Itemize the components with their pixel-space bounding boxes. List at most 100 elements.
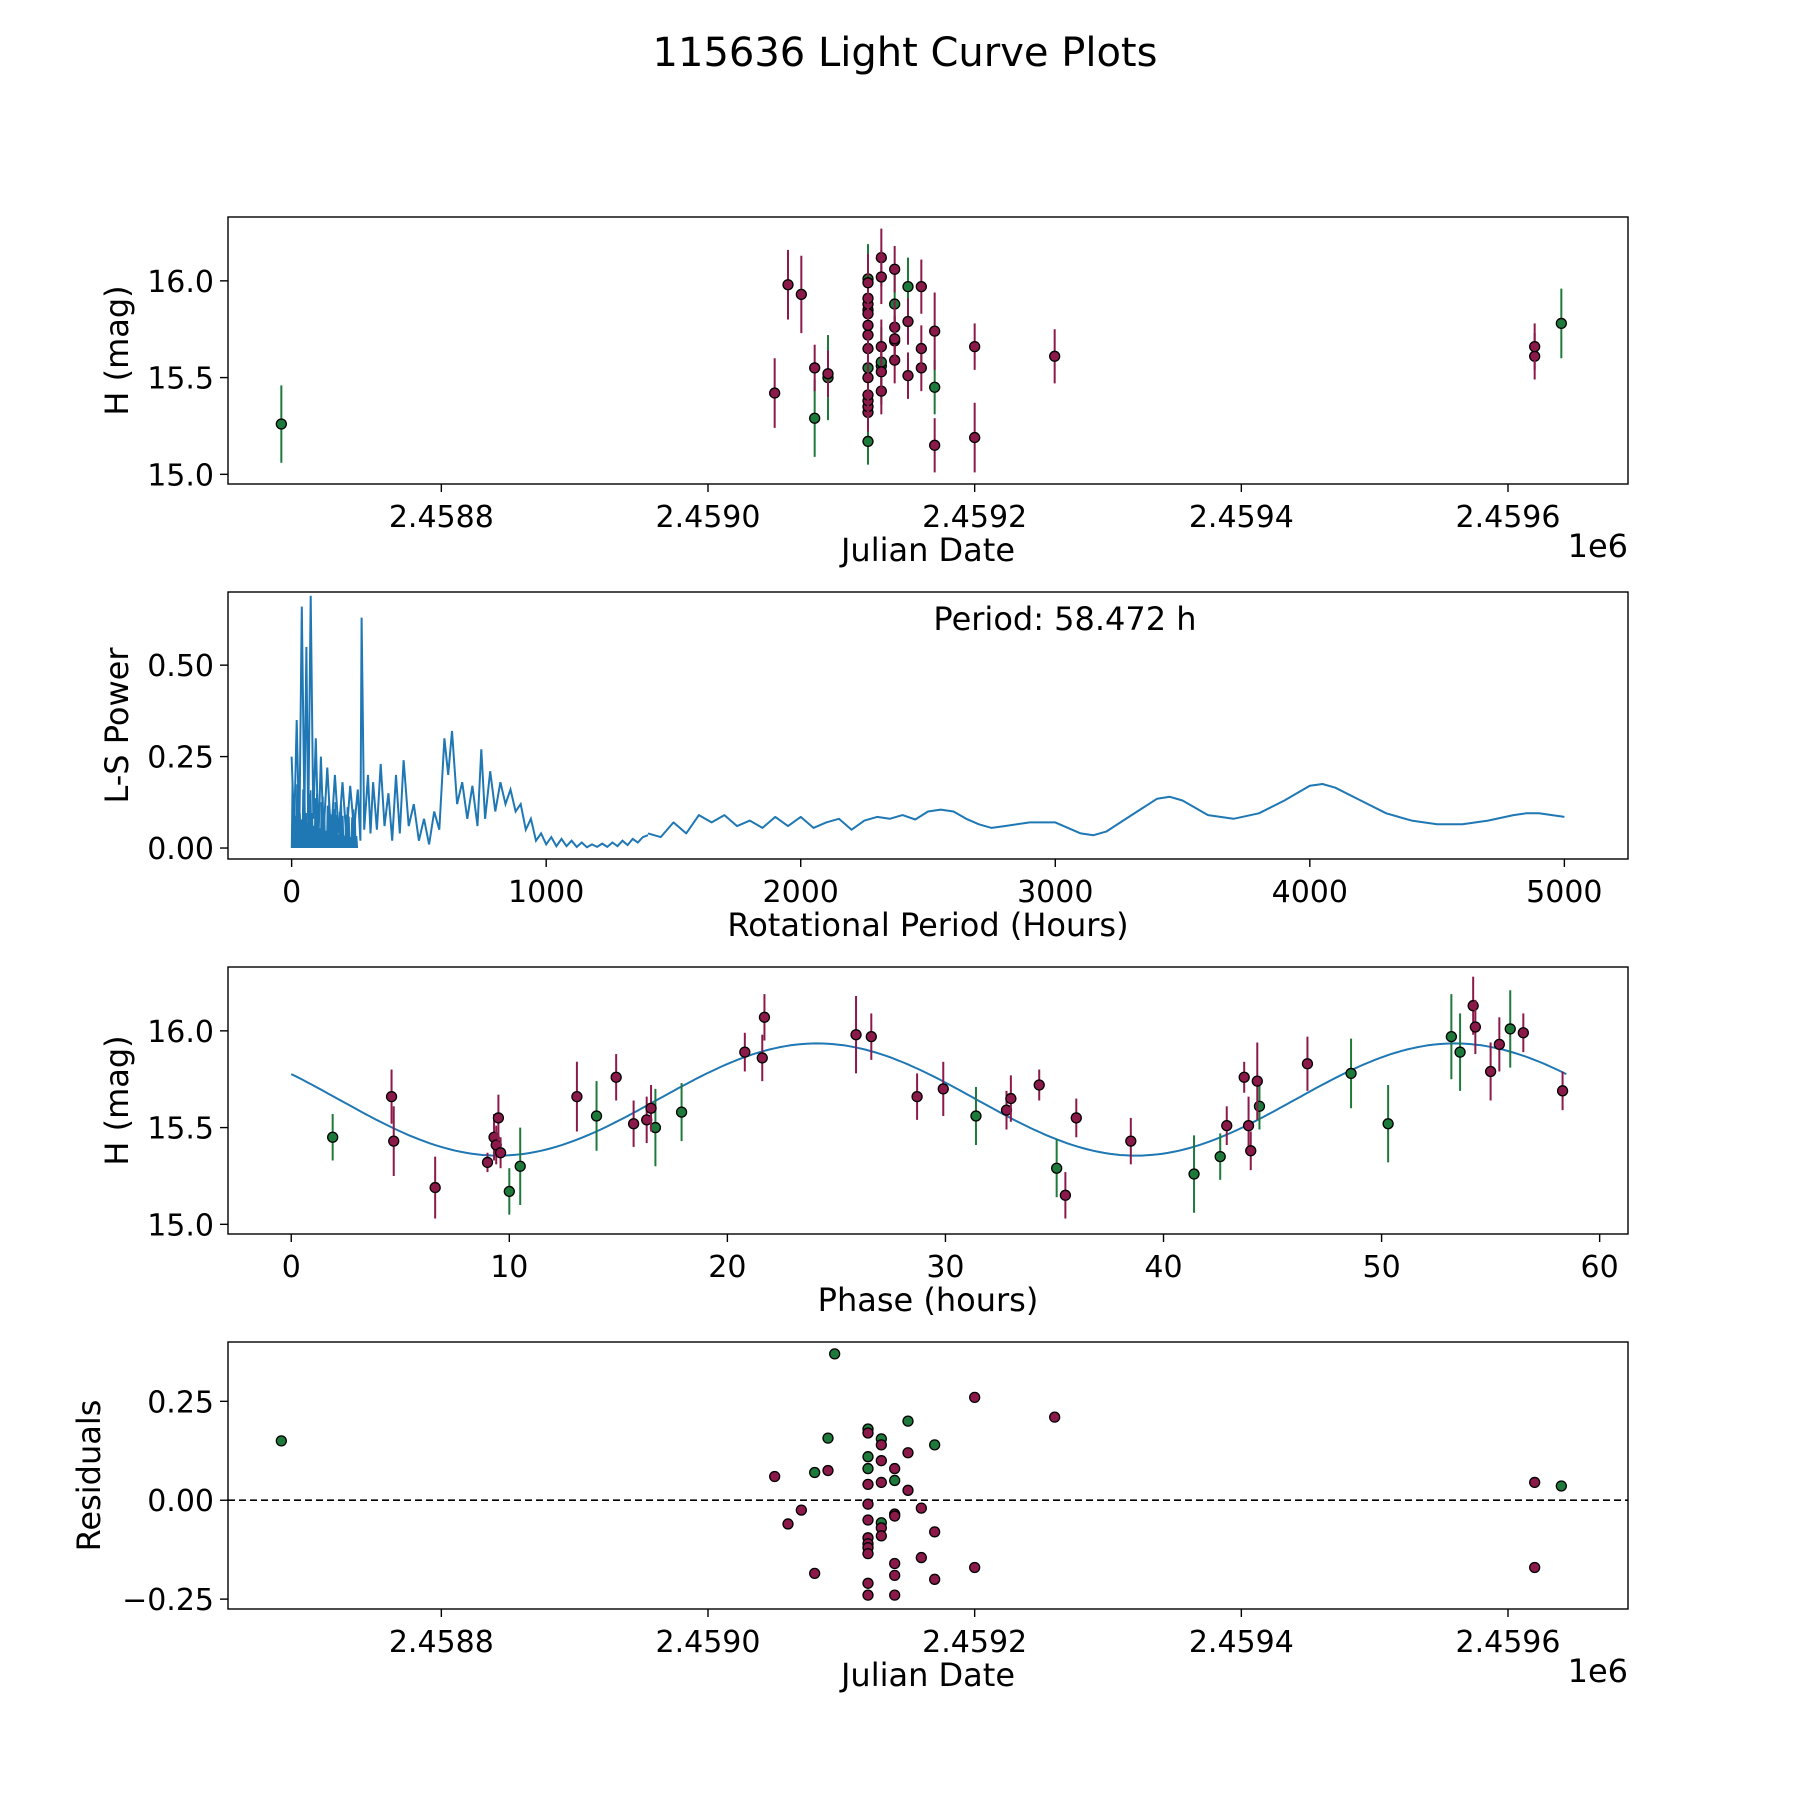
data-point-o-band xyxy=(889,1474,901,1487)
periodogram-line-dense xyxy=(290,780,359,849)
y-tick-label: 16.0 xyxy=(147,1015,214,1050)
data-point-o-band xyxy=(862,1462,874,1475)
data-point-c-band xyxy=(782,279,794,291)
data-point-o-band xyxy=(902,1415,914,1427)
data-point-c-band xyxy=(769,1470,781,1483)
data-point-c-band xyxy=(1059,1189,1072,1201)
data-point-o-band xyxy=(503,1185,515,1198)
data-point-c-band xyxy=(1070,1112,1082,1124)
data-point-o-band xyxy=(675,1106,688,1118)
periodogram-line-long-period xyxy=(647,783,1565,839)
y-tick-label: 15.0 xyxy=(147,1208,214,1243)
data-point-c-band xyxy=(429,1181,441,1194)
y-tick-label: 15.5 xyxy=(147,362,214,397)
data-point-c-band xyxy=(862,277,874,289)
data-point-c-band xyxy=(1301,1058,1314,1070)
data-point-o-band xyxy=(1382,1118,1394,1130)
data-point-c-band xyxy=(492,1112,505,1124)
data-point-c-band xyxy=(822,1464,834,1477)
data-point-c-band xyxy=(1529,1561,1541,1574)
x-tick-label: 1000 xyxy=(508,875,584,910)
data-point-c-band xyxy=(875,271,887,283)
data-point-o-band xyxy=(929,381,941,393)
data-point-c-band xyxy=(889,1569,901,1582)
data-point-c-band xyxy=(889,333,901,345)
data-point-c-band xyxy=(915,342,927,355)
data-point-o-band xyxy=(275,418,287,430)
residuals-panel: 2.4588 2.4590 2.4592 2.4594 2.4596 −0.25 0.00 0… xyxy=(70,1341,1629,1694)
data-point-o-band xyxy=(809,1466,821,1479)
light-curve-panel: 2.4588 2.4590 2.4592 2.4594 2.4596 15.0 15.5 16… xyxy=(98,216,1629,569)
data-point-c-band xyxy=(915,1502,927,1514)
periodogram-panel: Period: 58.472 h 0 1000 2000 3000 4000 5000 0.0… xyxy=(98,591,1629,944)
data-point-c-band xyxy=(571,1090,583,1103)
data-point-c-band xyxy=(902,1484,914,1496)
data-point-c-band xyxy=(1125,1135,1137,1147)
data-point-c-band xyxy=(875,366,887,378)
data-point-o-band xyxy=(822,1432,834,1444)
data-point-c-band xyxy=(1556,1085,1569,1097)
data-point-c-band xyxy=(929,439,941,451)
data-point-c-band xyxy=(822,368,834,380)
data-point-c-band xyxy=(902,370,914,382)
data-point-c-band xyxy=(1251,1075,1263,1087)
x-tick-label: 40 xyxy=(1144,1250,1182,1285)
x-tick-label: 4000 xyxy=(1272,875,1348,910)
data-point-c-band xyxy=(1529,1476,1541,1489)
x-axis-title: Rotational Period (Hours) xyxy=(727,906,1128,944)
data-point-c-band xyxy=(1467,1000,1479,1012)
data-point-c-band xyxy=(875,1439,887,1451)
data-point-c-band xyxy=(850,1029,862,1041)
data-point-c-band xyxy=(1033,1079,1045,1091)
data-point-c-band xyxy=(969,431,981,444)
data-point-o-band xyxy=(327,1131,339,1143)
data-point-c-band xyxy=(645,1102,657,1114)
data-point-c-band xyxy=(610,1071,622,1083)
data-point-c-band xyxy=(1493,1038,1505,1051)
y-axis-title: Residuals xyxy=(70,1400,108,1552)
x-tick-label: 2.4590 xyxy=(656,1625,761,1660)
y-tick-label: 16.0 xyxy=(147,265,214,300)
periodogram-line-short-period xyxy=(290,595,649,849)
data-point-c-band xyxy=(902,1447,914,1459)
data-point-c-band xyxy=(756,1052,768,1064)
y-tick-label: 15.5 xyxy=(147,1112,214,1147)
data-point-c-band xyxy=(1238,1071,1250,1083)
data-point-o-band xyxy=(514,1160,526,1172)
x-tick-label: 2.4596 xyxy=(1456,1625,1561,1660)
data-point-c-band xyxy=(929,1573,941,1585)
data-point-c-band xyxy=(875,1476,887,1489)
data-point-o-band xyxy=(1555,317,1567,330)
data-point-c-band xyxy=(889,1589,901,1601)
data-point-c-band xyxy=(969,1561,981,1574)
y-tick-label: 0.00 xyxy=(147,1484,214,1519)
y-tick-label: 0.50 xyxy=(147,649,214,684)
x-offset-label: 1e6 xyxy=(1568,1652,1628,1690)
data-point-c-band xyxy=(865,1031,877,1043)
data-point-c-band xyxy=(862,1427,874,1439)
x-tick-label: 50 xyxy=(1362,1250,1400,1285)
data-point-c-band xyxy=(388,1135,400,1147)
x-tick-label: 20 xyxy=(708,1250,746,1285)
data-point-c-band xyxy=(1049,1411,1061,1423)
data-point-c-band xyxy=(862,1577,874,1589)
data-point-c-band xyxy=(862,1514,874,1526)
data-point-c-band xyxy=(889,1510,901,1522)
data-point-o-band xyxy=(1253,1100,1266,1112)
data-point-c-band xyxy=(1484,1065,1497,1078)
x-axis-title: Julian Date xyxy=(839,531,1015,569)
data-point-c-band xyxy=(769,387,781,399)
data-point-c-band xyxy=(1221,1120,1233,1132)
data-point-c-band xyxy=(915,281,927,293)
data-point-c-band xyxy=(481,1156,494,1169)
data-point-c-band xyxy=(862,1498,874,1510)
y-axis-title: L-S Power xyxy=(98,647,136,804)
x-tick-label: 60 xyxy=(1581,1250,1619,1285)
plot-frame xyxy=(227,966,1629,1235)
plot-frame xyxy=(227,591,1629,860)
data-point-o-band xyxy=(1214,1150,1226,1163)
data-point-c-band xyxy=(809,362,821,374)
data-point-o-band xyxy=(1445,1031,1458,1043)
data-point-o-band xyxy=(590,1110,603,1122)
